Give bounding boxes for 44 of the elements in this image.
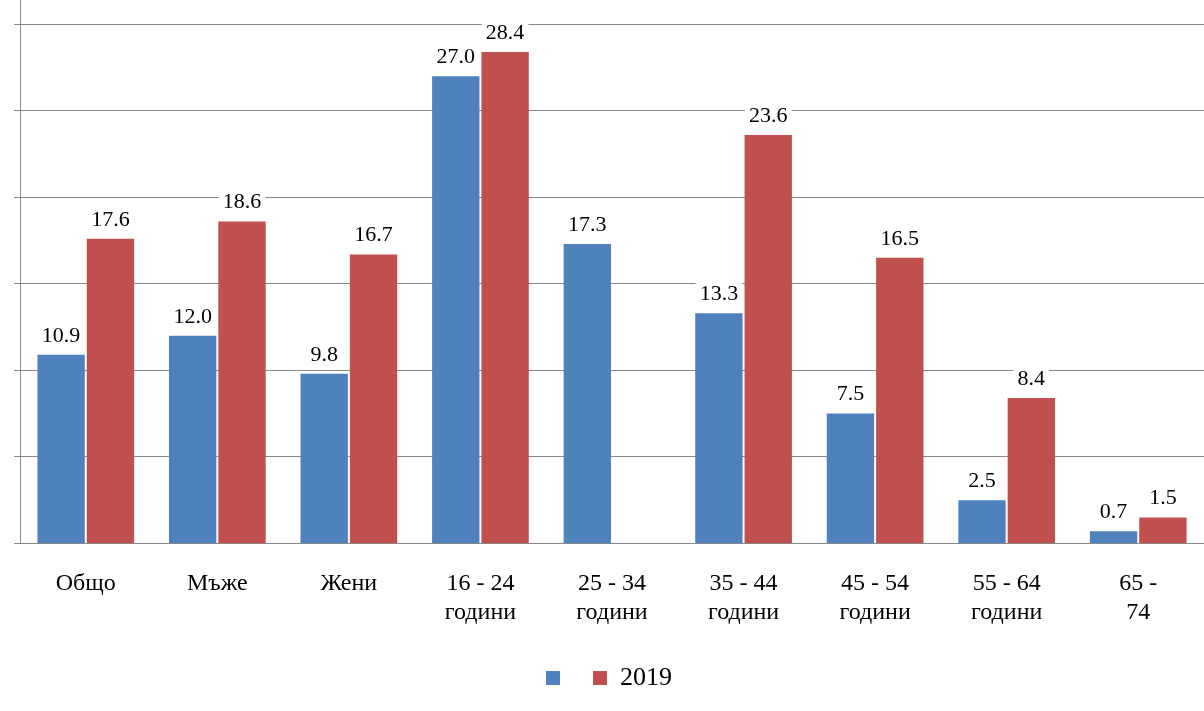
legend-label: 2019 <box>620 661 672 691</box>
x-tick-label: Мъже <box>187 569 248 596</box>
data-label: 7.5 <box>836 380 865 406</box>
x-tick-label: 16 - 24 години <box>444 569 517 624</box>
data-label: 17.6 <box>91 205 130 231</box>
bar <box>349 254 398 543</box>
bar <box>826 413 875 543</box>
bar <box>958 500 1006 543</box>
bar <box>481 51 529 543</box>
data-label: 10.9 <box>41 321 81 347</box>
x-tick-label: 55 - 64 години <box>971 569 1043 624</box>
bar <box>86 238 135 543</box>
data-label: 13.3 <box>699 280 739 306</box>
bar <box>1089 531 1138 543</box>
data-label: 28.4 <box>485 18 525 44</box>
x-tick-label: Общо <box>55 569 116 596</box>
data-label: 2.5 <box>968 466 996 492</box>
data-label: 23.6 <box>748 101 788 127</box>
bar <box>744 134 792 543</box>
bar <box>876 257 924 543</box>
data-label: 9.8 <box>310 340 338 366</box>
x-tick-label: Жени <box>320 569 378 596</box>
data-label: 17.3 <box>568 210 607 236</box>
x-tick-label: 65 - 74 <box>1119 569 1158 624</box>
bar <box>695 313 743 543</box>
data-label: 27.0 <box>436 42 476 68</box>
bar <box>168 335 217 543</box>
data-label: 16.7 <box>354 221 393 247</box>
data-label: 1.5 <box>1149 484 1177 510</box>
bar <box>37 354 85 543</box>
x-tick-label: 25 - 34 години <box>576 569 648 624</box>
bar <box>218 221 266 543</box>
bar <box>432 76 480 543</box>
data-label: 0.7 <box>1099 498 1128 524</box>
data-label: 12.0 <box>173 302 212 328</box>
bar <box>1007 398 1056 543</box>
data-label: 18.6 <box>222 188 262 214</box>
bar <box>1139 517 1187 543</box>
data-label: 16.5 <box>880 224 920 250</box>
bar <box>563 244 612 543</box>
bar <box>300 373 348 543</box>
x-tick-label: 45 - 54 години <box>839 569 911 624</box>
data-label: 8.4 <box>1017 364 1046 390</box>
x-tick-label: 35 - 44 години <box>707 569 780 624</box>
